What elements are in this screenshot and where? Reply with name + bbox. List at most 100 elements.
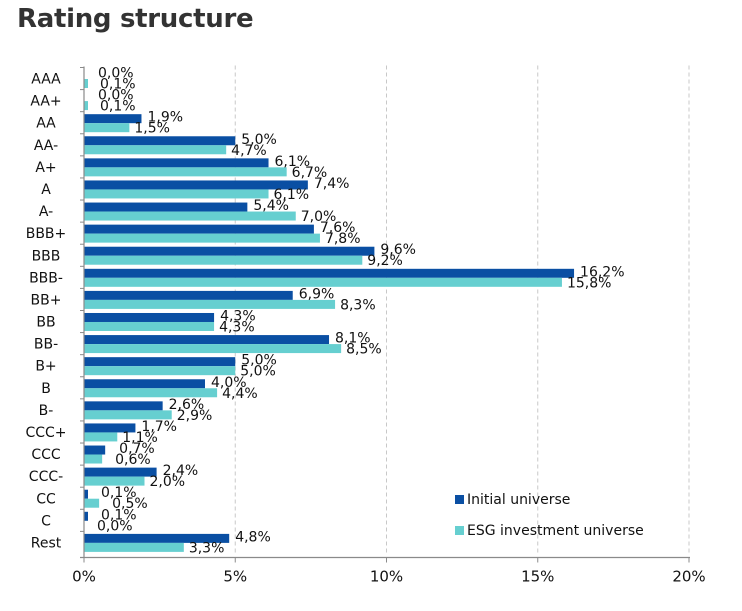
value-label-initial-BBB-: 16,2% [580, 264, 624, 280]
value-label-esg-CCC: 0,6% [115, 452, 151, 468]
value-label-initial-C: 0,1% [101, 507, 137, 523]
bar-esg-CCC+ [84, 432, 118, 442]
value-label-esg-AAA: 0,1% [100, 77, 136, 93]
bar-esg-BBB+ [84, 233, 320, 243]
category-label-AAA: AAA [31, 72, 61, 88]
bar-esg-BBB- [84, 277, 562, 287]
bar-initial-A [84, 180, 308, 190]
value-label-esg-AA-: 4,7% [231, 143, 267, 159]
bar-esg-AAA [84, 79, 88, 88]
value-label-initial-BBB: 9,6% [380, 242, 416, 258]
bar-initial-C [84, 511, 88, 521]
bar-initial-BBB [84, 246, 375, 256]
value-label-esg-BB-: 8,5% [346, 342, 382, 358]
legend: Initial universe ESG investment universe [455, 492, 644, 539]
category-label-A+: A+ [35, 160, 56, 176]
category-label-A: A [41, 182, 51, 198]
x-tick-label-20: 20% [672, 567, 705, 585]
value-label-esg-BBB-: 15,8% [567, 275, 611, 291]
value-label-initial-BB: 4,3% [220, 308, 256, 324]
bar-initial-BBB- [84, 268, 575, 278]
category-label-AA-: AA- [34, 138, 58, 154]
category-label-AA+: AA+ [30, 94, 61, 110]
category-labels: AAAAA+AAAA-A+AA-BBB+BBBBBB-BB+BBBB-B+BB-… [25, 72, 66, 552]
category-label-B: B [41, 381, 51, 397]
category-label-BBB+: BBB+ [26, 226, 67, 242]
category-label-BB: BB [36, 315, 55, 331]
bar-initial-CCC- [84, 467, 157, 477]
bar-initial-A+ [84, 158, 269, 168]
bar-esg-B- [84, 410, 172, 420]
axes [80, 66, 690, 563]
bar-esg-AA- [84, 145, 227, 155]
value-label-esg-CC: 0,5% [112, 496, 148, 512]
value-label-initial-AA+: 0,0% [98, 88, 134, 104]
value-label-initial-AA: 1,9% [147, 110, 183, 126]
bar-esg-BB [84, 321, 215, 331]
legend-swatch-initial [455, 495, 464, 504]
category-label-AA: AA [36, 116, 56, 132]
value-label-initial-Rest: 4,8% [235, 529, 271, 545]
category-label-C: C [41, 513, 51, 529]
value-label-initial-BBB+: 7,6% [320, 220, 356, 236]
value-label-esg-BB+: 8,3% [340, 297, 376, 313]
category-label-B-: B- [39, 403, 54, 419]
value-label-initial-A: 7,4% [314, 176, 350, 192]
bar-esg-CC [84, 498, 100, 508]
category-label-BBB: BBB [32, 248, 61, 264]
bar-esg-A+ [84, 167, 287, 177]
bar-esg-B+ [84, 366, 236, 376]
bar-esg-AA+ [84, 101, 88, 111]
value-label-esg-CCC+: 1,1% [122, 430, 158, 446]
legend-label-initial: Initial universe [467, 492, 570, 508]
value-label-initial-BB+: 6,9% [299, 286, 335, 302]
bar-initial-A- [84, 202, 248, 212]
bar-initial-B- [84, 401, 163, 411]
bar-initial-B+ [84, 357, 236, 367]
category-label-A-: A- [39, 204, 53, 220]
grid-lines [234, 65, 690, 554]
value-label-esg-B-: 2,9% [177, 408, 213, 424]
bar-initial-BBB+ [84, 224, 314, 234]
bar-initial-BB [84, 312, 215, 322]
bar-initial-CC [84, 489, 88, 499]
bar-esg-BB+ [84, 299, 336, 309]
value-label-initial-CCC+: 1,7% [141, 419, 177, 435]
value-label-initial-B+: 5,0% [241, 353, 277, 369]
value-label-esg-A-: 7,0% [301, 209, 337, 225]
value-label-initial-AAA: 0,0% [98, 66, 134, 82]
value-label-esg-B: 4,4% [222, 386, 258, 402]
bar-esg-BBB [84, 255, 363, 265]
x-tick-labels: 0% 5% 10% 15% 20% [72, 567, 706, 585]
category-label-BB-: BB- [34, 337, 58, 353]
value-label-esg-BBB+: 7,8% [325, 231, 361, 247]
value-label-esg-C: 0,0% [97, 518, 133, 534]
value-label-esg-AA: 1,5% [134, 121, 170, 137]
value-label-esg-A+: 6,7% [292, 165, 328, 181]
bar-initial-CCC+ [84, 423, 136, 433]
value-label-initial-BB-: 8,1% [335, 331, 371, 347]
value-label-esg-A: 6,1% [274, 187, 310, 203]
value-label-esg-B+: 5,0% [240, 364, 276, 380]
value-labels: 0,0% 0,0% 1,9% 5,0% 6,1%7,4% 5,4% 7,6% 9,6% 16,2… [97, 66, 625, 557]
value-label-initial-A+: 6,1% [275, 154, 311, 170]
category-label-BB+: BB+ [31, 292, 62, 308]
value-label-initial-B-: 2,6% [169, 397, 205, 413]
legend-label-esg: ESG investment universe [467, 523, 644, 539]
value-label-initial-A-: 5,4% [253, 198, 289, 214]
value-label-initial-CCC: 0,7% [119, 441, 155, 457]
legend-swatch-esg [455, 526, 464, 535]
bar-esg-CCC [84, 454, 103, 464]
category-label-B+: B+ [35, 359, 56, 375]
category-label-CCC-: CCC- [29, 469, 63, 485]
chart-title: Rating structure [17, 4, 254, 34]
bar-initial-AA [84, 114, 142, 124]
x-tick-label-15: 15% [521, 567, 554, 585]
bar-esg-Rest [84, 542, 184, 552]
bar-initial-Rest [84, 533, 230, 543]
bar-esg-B [84, 388, 218, 398]
x-tick-label-10: 10% [370, 567, 403, 585]
category-label-BBB-: BBB- [29, 270, 63, 286]
x-tick-label-5: 5% [223, 567, 247, 585]
